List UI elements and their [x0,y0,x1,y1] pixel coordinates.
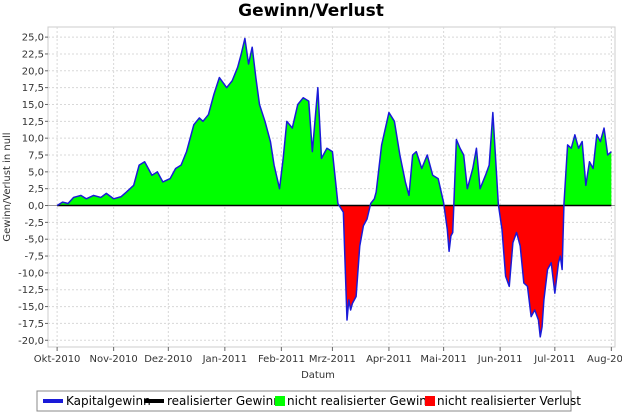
legend-swatch-square [275,396,285,406]
x-tick-label: Nov-2010 [89,354,137,365]
x-tick-label: Feb-2011 [258,354,305,365]
y-tick-label: -10,0 [18,268,44,279]
y-tick-label: 25,0 [22,33,44,44]
y-tick-label: -20,0 [18,336,44,347]
y-tick-label: -2,5 [24,218,44,229]
y-tick-label: -12,5 [18,285,44,296]
negative-area-fill [57,205,612,337]
legend-label: Kapitalgewinn [66,394,151,408]
legend-box [36,390,572,412]
x-axis-ticks: Okt-2010 Nov-2010 Dez-2010 Jan-2011 Feb-2011… [34,347,622,365]
legend-label: nicht realisierter Gewinn [287,394,435,408]
y-tick-label: 20,0 [22,66,44,77]
legend-item-kapitalgewinn: Kapitalgewinn [43,394,151,408]
x-tick-label: Dez-2010 [144,354,192,365]
x-tick-label: Okt-2010 [34,354,81,365]
legend: Kapitalgewinn realisierter Gewinn nicht … [36,390,581,412]
x-tick-label: Mai-2011 [420,354,467,365]
legend-swatch-line [144,399,164,403]
series-lines [56,37,612,338]
y-tick-label: -15,0 [18,302,44,313]
legend-item-realisierter-gewinn: realisierter Gewinn [144,394,281,408]
kapitalgewinn-line [56,37,612,338]
y-tick-label: 5,0 [28,167,44,178]
x-tick-label: Aug-2011 [587,354,622,365]
positive-area-fill [57,38,612,206]
x-tick-label: Jan-2011 [202,354,247,365]
y-tick-label: 2,5 [28,184,44,195]
chart-title: Gewinn/Verlust [238,1,384,21]
area-fills [57,38,612,337]
y-axis-label: Gewinn/Verlust in null [2,132,13,241]
legend-label: nicht realisierter Verlust [437,394,581,408]
x-tick-label: Apr-2011 [366,354,412,365]
legend-label: realisierter Gewinn [167,394,281,408]
x-axis-label: Datum [301,370,335,381]
y-tick-label: -7,5 [24,252,44,263]
y-tick-label: 0,0 [28,201,44,212]
y-tick-label: 15,0 [22,100,44,111]
y-tick-label: 17,5 [22,83,44,94]
y-tick-label: -17,5 [18,319,44,330]
y-tick-label: 12,5 [22,117,44,128]
x-tick-label: Mrz-2011 [309,354,356,365]
legend-swatch-square [425,396,435,406]
y-axis-ticks: 25,0 22,5 20,0 17,5 15,0 12,5 10,0 7,5 5,0 2,5 0,0… [18,33,48,347]
x-tick-label: Jun-2011 [477,354,523,365]
y-tick-label: 22,5 [22,49,44,60]
y-tick-label: 7,5 [28,151,44,162]
legend-item-nicht-realisierter-verlust: nicht realisierter Verlust [425,394,581,408]
legend-item-nicht-realisierter-gewinn: nicht realisierter Gewinn [275,394,435,408]
legend-swatch-line [43,399,63,403]
x-tick-label: Jul-2011 [533,354,575,365]
y-tick-label: 10,0 [22,134,44,145]
y-tick-label: -5,0 [24,235,44,246]
